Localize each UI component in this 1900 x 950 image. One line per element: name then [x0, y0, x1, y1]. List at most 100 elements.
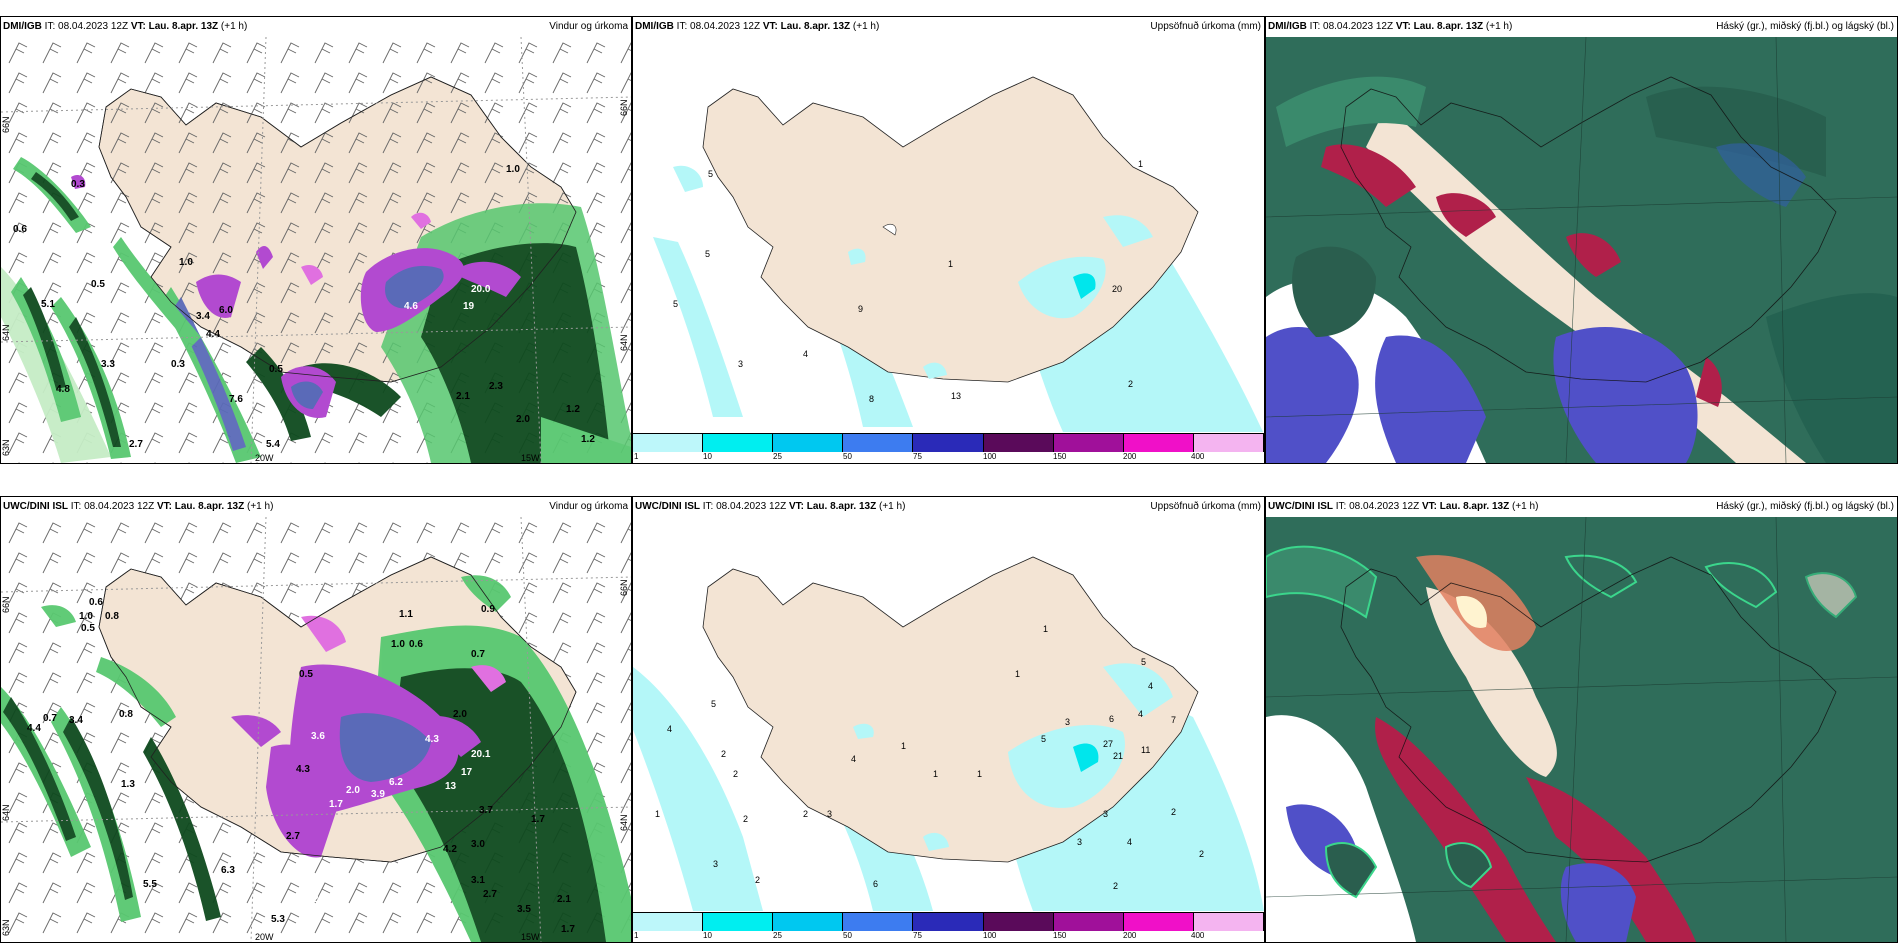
model-source: DMI/IGB	[3, 21, 42, 32]
lead-time: (+1 h)	[247, 501, 274, 512]
accum-value: 3	[1065, 717, 1070, 727]
precip-value: 3.4	[196, 311, 210, 322]
cloud-cover-map	[1266, 517, 1897, 942]
accum-value: 2	[755, 875, 760, 885]
accum-value: 1	[948, 259, 953, 269]
precip-value: 5.4	[266, 439, 280, 450]
accum-value: 20	[1112, 284, 1122, 294]
precip-value: 2.0	[453, 709, 467, 720]
panel-title: Uppsöfnuð úrkoma (mm)	[1150, 21, 1261, 32]
colorbar-tick: 150	[1053, 931, 1067, 940]
accum-value: 5	[711, 699, 716, 709]
precip-value: 20.0	[471, 284, 491, 295]
precip-value: 3.0	[471, 839, 485, 850]
precip-value: 1.7	[531, 814, 545, 825]
accum-value: 8	[869, 394, 874, 404]
map-area: 66N 64N 63N 20W 15W 66N 64N 0.6 1.0 0.8 …	[1, 517, 631, 942]
accum-value: 4	[1127, 837, 1132, 847]
accum-value: 2	[803, 809, 808, 819]
lon-label-20w: 20W	[255, 453, 274, 463]
init-time: IT: 08.04.2023 12Z	[70, 501, 155, 512]
panel-dmi-clouds: DMI/IGB IT: 08.04.2023 12Z VT: Lau. 8.ap…	[1265, 16, 1898, 464]
accum-value: 3	[827, 809, 832, 819]
valid-time: VT: Lau. 8.apr. 13Z	[130, 21, 219, 32]
precip-value: 7.6	[229, 394, 243, 405]
panel-title: Vindur og úrkoma	[549, 21, 628, 32]
map-area: 5 5 5 3 4 9 1 1 20 2 8 13 3 5	[633, 37, 1264, 432]
precip-value: 0.5	[81, 623, 95, 634]
precip-value: 1.1	[399, 609, 413, 620]
accum-value: 3	[1103, 809, 1108, 819]
accum-value: 2	[1199, 849, 1204, 859]
precip-value: 6.2	[389, 777, 403, 788]
precip-value: 4.3	[296, 764, 310, 775]
lon-label-15w: 15W	[521, 453, 540, 463]
accum-value: 27	[1103, 739, 1113, 749]
accum-value: 13	[951, 391, 961, 401]
accum-value: 4	[851, 754, 856, 764]
accum-value: 6	[1109, 714, 1114, 724]
accum-value: 4	[1138, 709, 1143, 719]
lead-time: (+1 h)	[1512, 501, 1539, 512]
colorbar-tick: 1	[634, 452, 639, 461]
colorbar-swatch	[633, 434, 704, 452]
accum-value: 1	[1043, 624, 1048, 634]
lat-label-64n: 64N	[1, 804, 11, 821]
accum-value: 2	[733, 769, 738, 779]
accum-value: 5	[1041, 734, 1046, 744]
colorbar-tick: 400	[1191, 931, 1205, 940]
precip-value: 4.6	[404, 301, 418, 312]
precip-value: 2.0	[346, 785, 360, 796]
precip-value: 0.3	[71, 179, 85, 190]
precip-value: 3.5	[517, 904, 531, 915]
precip-value: 3.7	[479, 805, 493, 816]
lead-time: (+1 h)	[879, 501, 906, 512]
precip-value: 13	[445, 781, 457, 792]
colorbar-swatch	[913, 434, 984, 452]
valid-time: VT: Lau. 8.apr. 13Z	[1421, 501, 1510, 512]
precip-value: 1.0	[391, 639, 405, 650]
lat-label-63n: 63N	[1, 919, 11, 936]
accum-value: 5	[708, 169, 713, 179]
precip-value: 4.4	[206, 329, 220, 340]
precip-value: 0.9	[481, 604, 495, 615]
lon-label-20w: 20W	[255, 932, 274, 942]
lead-time: (+1 h)	[1485, 21, 1513, 32]
map-area	[1266, 37, 1897, 463]
init-time: IT: 08.04.2023 12Z	[44, 21, 129, 32]
accum-value: 2	[721, 749, 726, 759]
colorbar-swatch	[773, 434, 844, 452]
valid-time: VT: Lau. 8.apr. 13Z	[156, 501, 245, 512]
precip-value: 0.5	[299, 669, 313, 680]
colorbar-tick: 200	[1123, 452, 1137, 461]
panel-header: UWC/DINI ISL IT: 08.04.2023 12Z VT: Lau.…	[1, 497, 631, 516]
precip-value: 2.7	[483, 889, 497, 900]
accum-value: 21	[1113, 751, 1123, 761]
precip-value: 1.0	[79, 611, 93, 622]
colorbar-swatch	[633, 913, 704, 931]
panel-dmi-accum-precip: DMI/IGB IT: 08.04.2023 12Z VT: Lau. 8.ap…	[632, 16, 1265, 464]
lat-label-66n: 66N	[1, 596, 11, 613]
accum-value: 1	[901, 741, 906, 751]
accum-value: 5	[1141, 657, 1146, 667]
wind-precip-map: 66N 64N 63N 20W 15W 66N 64N 0.6 1.0 0.8 …	[1, 517, 631, 942]
colorbar-tick: 50	[843, 931, 852, 940]
precip-value: 0.6	[409, 639, 423, 650]
panel-uwc-accum-precip: UWC/DINI ISL IT: 08.04.2023 12Z VT: Lau.…	[632, 496, 1265, 943]
precip-value: 0.7	[471, 649, 485, 660]
map-area: 66N 64N 63N 20W 15W 66N 64N 0.3 0.6 0.5 …	[1, 37, 631, 463]
colorbar-swatch	[703, 913, 774, 931]
panel-title: Háský (gr.), miðský (fj.bl.) og lágský (…	[1716, 21, 1894, 32]
accum-value: 1	[655, 809, 660, 819]
colorbar-ticks: 1 10 25 50 75 100 150 200 400	[633, 931, 1264, 942]
valid-time: VT: Lau. 8.apr. 13Z	[1395, 21, 1484, 32]
precip-value: 0.7	[43, 713, 57, 724]
accum-value: 5	[705, 249, 710, 259]
lat-label-66n: 66N	[1, 116, 11, 133]
precip-value-labels: 0.3 0.6 0.5 5.1 4.8 3.3 2.7 7.6 5.4 4.4 …	[13, 164, 595, 450]
precip-value: 0.6	[13, 224, 27, 235]
colorbar-swatch	[913, 913, 984, 931]
precip-value: 1.0	[506, 164, 520, 175]
colorbar-tick: 75	[913, 452, 922, 461]
precip-value: 5.3	[271, 914, 285, 925]
